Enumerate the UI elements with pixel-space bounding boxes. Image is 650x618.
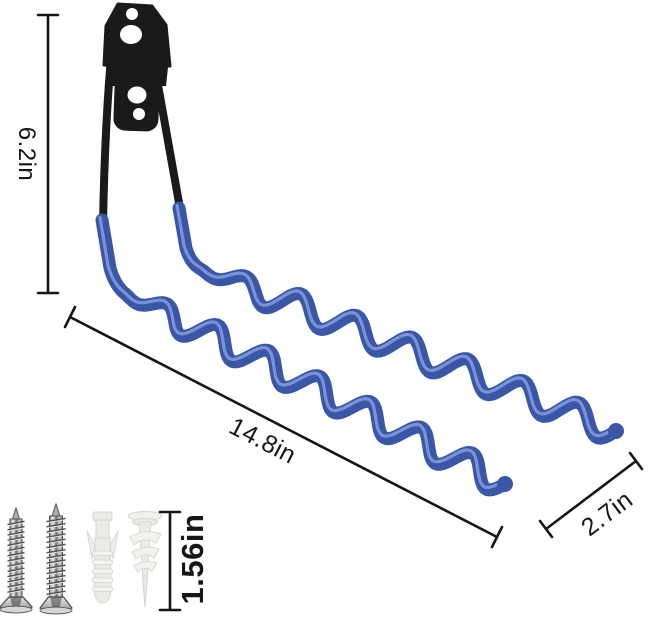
lower-prong-shadow [102,220,509,495]
top-plate-small-hole [126,8,138,20]
drill-anchor-blade [133,561,158,573]
lower-prong [95,213,512,497]
lower-plate-large-hole [127,86,147,104]
screw-2 [39,502,73,615]
self-drilling-anchor [127,511,163,608]
hook-length-dimension-line [63,305,504,549]
lower-prong-highlight [98,215,505,489]
upper-prong-tip [608,423,624,439]
upper-prong-shadow [179,208,620,443]
hook-width-label: 2.7in [576,485,638,541]
anchor-neck [95,519,110,541]
lower-prong-tip [497,476,513,492]
hook-length-label: 14.8in [225,412,301,470]
bracket-height-dimension-line [36,13,60,295]
lower-plate-small-hole [133,108,145,120]
bracket-lower-plate [113,75,160,132]
anchor-length-dimension-line [158,510,182,612]
upper-prong [172,201,623,445]
mounting-hardware [0,502,163,615]
upper-prong-highlight [175,203,616,438]
wall-anchor-expansion [86,511,119,604]
anchor-length-label: 1.56in [175,514,210,605]
mounting-bracket [99,2,185,228]
drill-anchor-tip [141,575,149,608]
drill-anchor-blade [131,546,160,560]
bracket-height-label: 6.2in [13,127,40,182]
hook-width-dimension-line [538,451,644,539]
drill-anchor-blade [129,531,162,546]
anchor-ribs [92,550,113,592]
top-plate-large-hole [120,25,142,44]
bracket-right-arm [154,81,185,218]
bracket-left-arm [99,66,114,228]
spiral-prongs [95,201,624,497]
screw-1 [0,506,33,614]
